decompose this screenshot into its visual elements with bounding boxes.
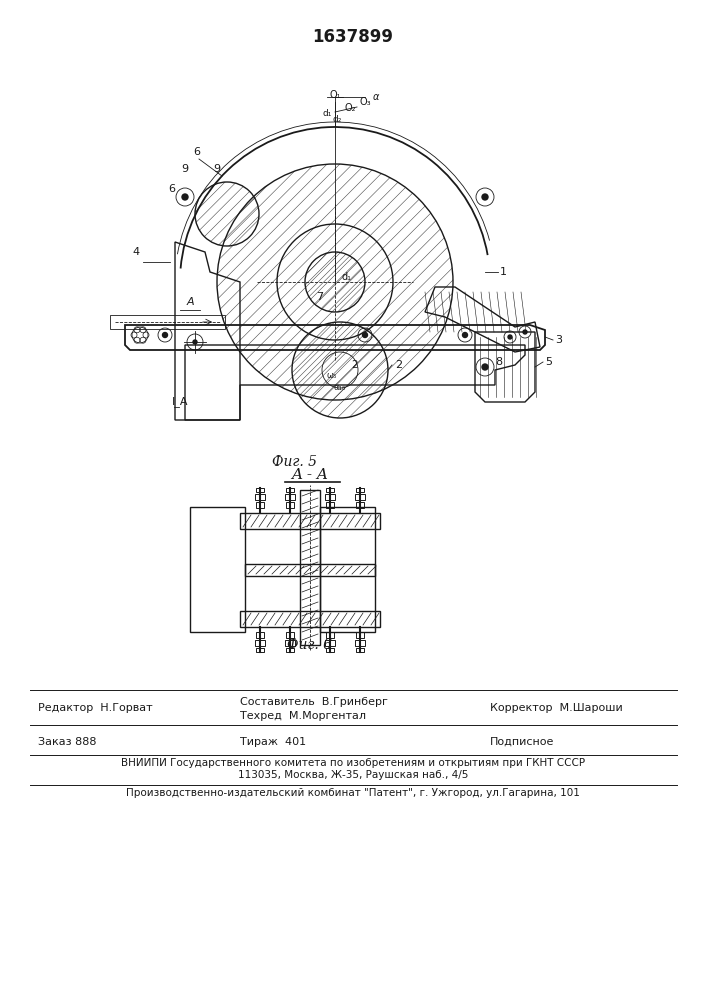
Bar xyxy=(356,502,364,508)
Bar xyxy=(255,640,265,646)
Bar xyxy=(325,640,335,646)
Text: I_A: I_A xyxy=(172,397,188,407)
Bar xyxy=(285,640,295,646)
Text: A: A xyxy=(186,297,194,307)
Circle shape xyxy=(193,340,197,344)
Bar xyxy=(320,507,375,632)
Text: ω₅: ω₅ xyxy=(327,370,337,379)
Bar xyxy=(286,502,294,508)
Bar xyxy=(256,488,264,492)
Bar xyxy=(355,494,365,500)
Bar xyxy=(356,632,364,638)
Bar xyxy=(326,502,334,508)
Text: 2: 2 xyxy=(395,360,402,370)
Text: Подписное: Подписное xyxy=(490,737,554,747)
Text: Производственно-издательский комбинат "Патент", г. Ужгород, ул.Гагарина, 101: Производственно-издательский комбинат "П… xyxy=(126,788,580,798)
Text: d₂: d₂ xyxy=(332,115,341,124)
Circle shape xyxy=(322,352,358,388)
Text: O₃: O₃ xyxy=(360,97,372,107)
Text: 7: 7 xyxy=(317,292,324,302)
Text: Фиг. 6: Фиг. 6 xyxy=(288,638,332,652)
Bar xyxy=(240,611,380,627)
Text: 6: 6 xyxy=(194,147,201,157)
Bar xyxy=(286,632,294,638)
Text: Фиг. 5: Фиг. 5 xyxy=(272,455,317,469)
Text: d₁: d₁ xyxy=(322,109,332,118)
Bar xyxy=(245,564,375,576)
Text: Техред  М.Моргентал: Техред М.Моргентал xyxy=(240,711,366,721)
Text: 113035, Москва, Ж-35, Раушская наб., 4/5: 113035, Москва, Ж-35, Раушская наб., 4/5 xyxy=(238,770,468,780)
Bar xyxy=(325,494,335,500)
Bar xyxy=(356,648,364,652)
Circle shape xyxy=(462,332,467,338)
Text: 6: 6 xyxy=(168,184,175,194)
Circle shape xyxy=(482,194,488,200)
Circle shape xyxy=(482,364,488,370)
Text: Редактор  Н.Горват: Редактор Н.Горват xyxy=(38,703,153,713)
Bar xyxy=(355,640,365,646)
Text: 9: 9 xyxy=(182,164,189,174)
Text: 4: 4 xyxy=(133,247,140,257)
Bar xyxy=(256,632,264,638)
Bar xyxy=(240,513,380,529)
Bar xyxy=(190,507,245,632)
Bar xyxy=(326,648,334,652)
Text: 8: 8 xyxy=(495,357,502,367)
Text: 9: 9 xyxy=(214,164,221,174)
Bar xyxy=(256,502,264,508)
Text: Заказ 888: Заказ 888 xyxy=(38,737,96,747)
Circle shape xyxy=(523,330,527,334)
Text: 5: 5 xyxy=(545,357,552,367)
Text: O₁: O₁ xyxy=(329,90,341,100)
Text: Тираж  401: Тираж 401 xyxy=(240,737,306,747)
Text: α: α xyxy=(373,92,380,102)
Bar xyxy=(326,488,334,492)
Bar xyxy=(286,488,294,492)
Circle shape xyxy=(508,335,512,339)
Text: 1637899: 1637899 xyxy=(312,28,394,46)
Text: α₁₀: α₁₀ xyxy=(334,383,346,392)
Bar xyxy=(286,648,294,652)
Text: 1: 1 xyxy=(500,267,507,277)
Bar xyxy=(110,315,225,329)
Text: Составитель  В.Гринберг: Составитель В.Гринберг xyxy=(240,697,388,707)
Circle shape xyxy=(277,224,393,340)
Bar xyxy=(285,494,295,500)
Bar xyxy=(326,632,334,638)
Bar xyxy=(356,488,364,492)
Bar xyxy=(255,494,265,500)
Bar xyxy=(256,648,264,652)
Text: ВНИИПИ Государственного комитета по изобретениям и открытиям при ГКНТ СССР: ВНИИПИ Государственного комитета по изоб… xyxy=(121,758,585,768)
Circle shape xyxy=(163,332,168,338)
Circle shape xyxy=(363,332,368,338)
Text: A - A: A - A xyxy=(291,468,329,482)
Text: 3: 3 xyxy=(555,335,562,345)
Text: d₁: d₁ xyxy=(342,272,352,282)
Text: O₂: O₂ xyxy=(345,103,356,113)
Bar xyxy=(300,490,320,645)
Circle shape xyxy=(182,194,188,200)
Text: 2: 2 xyxy=(351,360,358,370)
Text: Корректор  М.Шароши: Корректор М.Шароши xyxy=(490,703,623,713)
